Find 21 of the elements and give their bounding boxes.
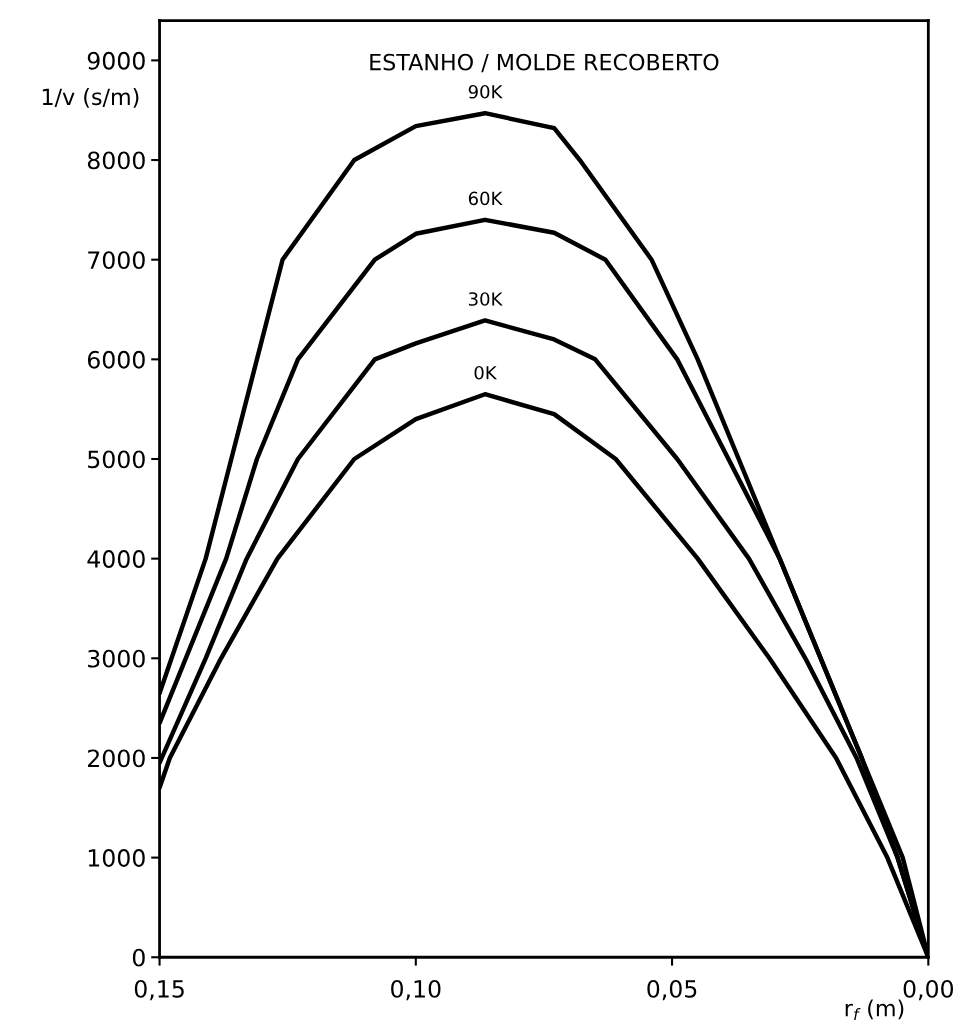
y-tick-label: 8000 xyxy=(87,151,145,170)
y-tick-label: 2000 xyxy=(88,749,145,768)
y-tick-label: 3000 xyxy=(88,649,145,668)
series-label: 30K xyxy=(468,292,503,306)
series-label: 0K xyxy=(474,365,498,380)
series-label: 90K xyxy=(468,84,503,99)
x-tick-label: 0,15 xyxy=(134,979,184,1001)
text: ESTANHO / MOLDE RECOBERTO xyxy=(370,53,719,73)
x-axis-title: r$_{f}$ (m) xyxy=(845,999,904,1020)
x-tick-label: 0,00 xyxy=(903,979,954,1001)
y-tick-label: 5000 xyxy=(88,450,145,469)
y-tick-label: 1000 xyxy=(88,849,145,867)
y-tick-label: 9000 xyxy=(87,51,145,70)
series-label: 60K xyxy=(468,191,503,206)
y-tick-label: 4000 xyxy=(87,550,145,568)
y-tick-label: 7000 xyxy=(88,251,145,269)
x-tick-label: 0,10 xyxy=(391,979,441,1001)
y-tick-label: 0 xyxy=(132,948,145,967)
x-tick-label: 0,05 xyxy=(647,979,697,1001)
y-axis-title: 1/v (s/m) xyxy=(42,88,139,108)
y-tick-label: 6000 xyxy=(87,350,145,369)
